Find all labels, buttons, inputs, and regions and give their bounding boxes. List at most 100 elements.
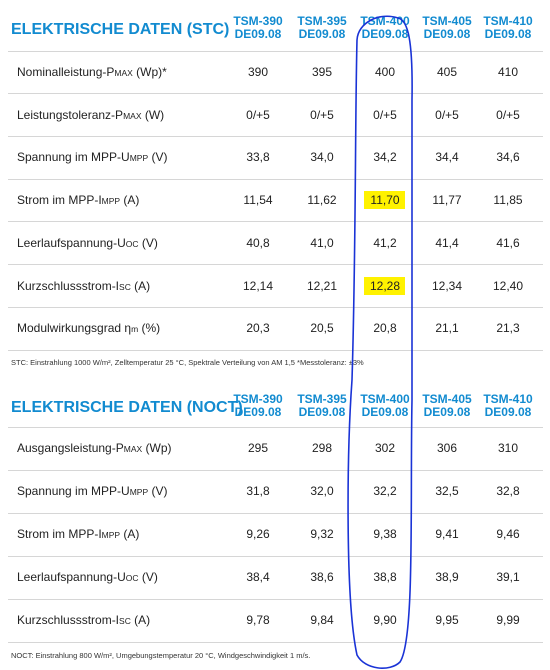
row-label: Leerlaufspannung-UOC (V) — [17, 236, 158, 250]
label-text: Leerlaufspannung-U — [17, 570, 126, 584]
label-text: Leistungstoleranz-P — [17, 107, 124, 122]
row-separator — [8, 221, 543, 223]
label-text: Modulwirkungsgrad η — [17, 321, 132, 336]
model: TSM-390 — [233, 14, 283, 28]
cell-value: 12,28 — [369, 278, 401, 293]
label-subscript: SC — [119, 281, 131, 292]
row-separator — [8, 50, 543, 52]
row-label: Nominalleistung-PMAX (Wp)* — [17, 65, 167, 79]
cell-value: 34,0 — [310, 150, 334, 165]
label-subscript: MAX — [114, 68, 133, 78]
column-header: TSM-410 DE09.08 — [476, 15, 540, 41]
cell-value: 40,8 — [246, 235, 270, 250]
label-unit: (A) — [130, 278, 151, 293]
cell-value: 32,2 — [373, 484, 397, 498]
cell-value: 9,46 — [496, 527, 520, 541]
row-separator — [8, 469, 543, 471]
footnote: STC: Einstrahlung 1000 W/m², Zelltempera… — [11, 358, 364, 367]
label-text: Leerlaufspannung-U — [17, 235, 126, 250]
cell-value: 11,70 — [370, 193, 400, 208]
cell-value: 9,78 — [246, 613, 270, 627]
cell-value: 9,26 — [246, 527, 270, 541]
row-separator — [8, 641, 543, 643]
cell-value: 0/+5 — [373, 107, 397, 122]
label-unit: (V) — [138, 570, 158, 584]
cell-value: 11,77 — [432, 193, 462, 208]
label-text: Spannung im MPP-U — [17, 484, 130, 498]
label-unit: (Wp) — [142, 441, 172, 455]
variant: DE09.08 — [484, 27, 532, 41]
column-header: TSM-395 DE09.08 — [290, 15, 354, 41]
column-header: TSM-390 DE09.08 — [226, 15, 290, 41]
variant: DE09.08 — [298, 405, 346, 419]
cell-value: 21,3 — [496, 321, 520, 336]
column-header: TSM-405 DE09.08 — [415, 15, 479, 41]
cell-value: 400 — [374, 65, 396, 79]
cell-value: 34,2 — [373, 150, 397, 165]
cell-value: 41,2 — [373, 235, 397, 250]
label-unit: (A) — [130, 613, 151, 627]
cell-value: 410 — [497, 65, 519, 79]
cell-value: 9,32 — [310, 527, 334, 541]
cell-value: 9,90 — [373, 613, 397, 627]
model: TSM-395 — [297, 392, 347, 406]
variant: DE09.08 — [423, 27, 471, 41]
row-label: Spannung im MPP-UMPP (V) — [17, 150, 167, 164]
highlight — [364, 277, 405, 295]
cell-value: 31,8 — [246, 484, 270, 498]
cell-value: 38,8 — [373, 570, 397, 584]
label-unit: (W) — [141, 107, 165, 122]
label-subscript: MAX — [123, 110, 142, 121]
row-label: Strom im MPP-IMPP (A) — [17, 193, 139, 207]
label-subscript: MPP — [101, 530, 121, 540]
cell-value: 32,0 — [310, 484, 334, 498]
row-label: Ausgangsleistung-PMAX (Wp) — [17, 441, 171, 455]
cell-value: 38,4 — [246, 570, 270, 584]
row-label: Modulwirkungsgrad ηm (%) — [17, 321, 160, 335]
label-unit: (V) — [148, 484, 168, 498]
cell-value: 33,8 — [246, 150, 270, 165]
cell-value: 39,1 — [496, 570, 520, 584]
label-unit: (V) — [148, 150, 168, 165]
label-subscript: MPP — [101, 196, 121, 207]
column-header: TSM-395 DE09.08 — [290, 393, 354, 419]
cell-value: 11,54 — [243, 193, 273, 208]
label-subscript: MPP — [129, 153, 149, 164]
row-label: Spannung im MPP-UMPP (V) — [17, 484, 167, 498]
cell-value: 32,5 — [435, 484, 459, 498]
row-separator — [8, 264, 543, 266]
highlight — [364, 191, 405, 209]
cell-value: 21,1 — [435, 321, 459, 336]
row-separator — [8, 306, 543, 308]
variant: DE09.08 — [361, 27, 409, 41]
row-label: Strom im MPP-IMPP (A) — [17, 527, 139, 541]
row-separator — [8, 555, 543, 557]
cell-value: 20,5 — [310, 321, 334, 336]
cell-value: 11,62 — [307, 193, 337, 208]
column-header: TSM-405 DE09.08 — [415, 393, 479, 419]
cell-value: 9,38 — [373, 527, 397, 541]
footnote: NOCT: Einstrahlung 800 W/m², Umgebungste… — [11, 651, 311, 660]
row-separator — [8, 178, 543, 180]
label-subscript: MAX — [123, 444, 143, 454]
model: TSM-400 — [360, 392, 410, 406]
row-label: Kurzschlussstrom-ISC (A) — [17, 613, 150, 627]
cell-value: 310 — [497, 441, 519, 455]
cell-value: 12,40 — [492, 278, 524, 293]
label-text: Ausgangsleistung-P — [17, 441, 124, 455]
model: TSM-410 — [483, 14, 533, 28]
cell-value: 41,4 — [435, 235, 459, 250]
cell-value: 302 — [374, 441, 396, 455]
label-subscript: m — [131, 324, 139, 335]
row-separator — [8, 136, 543, 138]
cell-value: 0/+5 — [310, 107, 334, 122]
label-unit: (A) — [120, 527, 140, 541]
label-text: Nominalleistung-P — [17, 65, 115, 79]
row-separator — [8, 512, 543, 514]
variant: DE09.08 — [484, 405, 532, 419]
cell-value: 9,41 — [435, 527, 459, 541]
cell-value: 41,6 — [496, 235, 520, 250]
cell-value: 9,84 — [310, 613, 334, 627]
